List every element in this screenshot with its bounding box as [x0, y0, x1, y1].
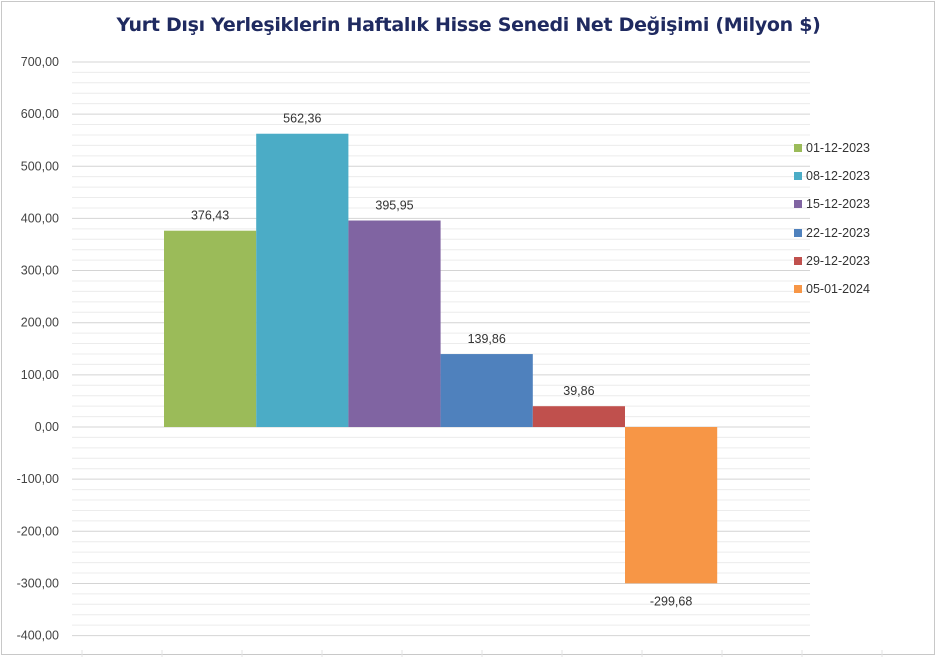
legend-swatch [794, 172, 802, 181]
legend-swatch [794, 256, 802, 265]
legend-item: 29-12-2023 [794, 247, 870, 275]
y-tick-label: -400,00 [17, 629, 59, 643]
y-tick-label: 700,00 [21, 55, 59, 69]
legend-swatch [794, 144, 802, 153]
bar-15-12-2023 [348, 220, 441, 427]
legend-label: 01-12-2023 [806, 141, 870, 156]
data-label: 395,95 [375, 199, 413, 213]
legend-item: 05-01-2024 [794, 275, 870, 303]
legend-swatch [794, 228, 802, 237]
y-tick-label: -300,00 [17, 576, 59, 590]
legend-label: 22-12-2023 [806, 225, 870, 240]
bar-01-12-2023 [164, 230, 257, 427]
y-tick-label: -200,00 [17, 524, 59, 538]
data-label: 562,36 [283, 112, 321, 126]
bar-05-01-2024 [625, 427, 718, 584]
y-tick-label: 100,00 [21, 368, 59, 382]
legend-swatch [794, 200, 802, 209]
legend-item: 15-12-2023 [794, 190, 870, 218]
y-tick-label: 200,00 [21, 316, 59, 330]
legend-item: 08-12-2023 [794, 162, 870, 190]
y-tick-label: 500,00 [21, 159, 59, 173]
y-tick-label: -100,00 [17, 472, 59, 486]
legend-item: 01-12-2023 [794, 134, 870, 162]
chart-legend: 01-12-2023 08-12-2023 15-12-2023 22-12-2023… [794, 134, 870, 303]
legend-label: 08-12-2023 [806, 169, 870, 184]
y-tick-label: 400,00 [21, 211, 59, 225]
y-tick-label: 0,00 [35, 420, 59, 434]
legend-swatch [794, 285, 802, 294]
data-label: 139,86 [468, 332, 506, 346]
bar-08-12-2023 [256, 133, 349, 428]
data-label: 39,86 [563, 384, 594, 398]
legend-label: 15-12-2023 [806, 197, 870, 212]
bar-22-12-2023 [440, 354, 533, 427]
legend-label: 05-01-2024 [806, 282, 870, 297]
chart-title: Yurt Dışı Yerleşiklerin Haftalık Hisse S… [116, 14, 821, 36]
legend-item: 22-12-2023 [794, 219, 870, 247]
bar-29-12-2023 [532, 406, 625, 427]
data-label: 376,43 [191, 209, 229, 223]
legend-label: 29-12-2023 [806, 253, 870, 268]
data-label: -299,68 [650, 594, 692, 608]
y-tick-label: 600,00 [21, 107, 59, 121]
y-tick-label: 300,00 [21, 264, 59, 278]
